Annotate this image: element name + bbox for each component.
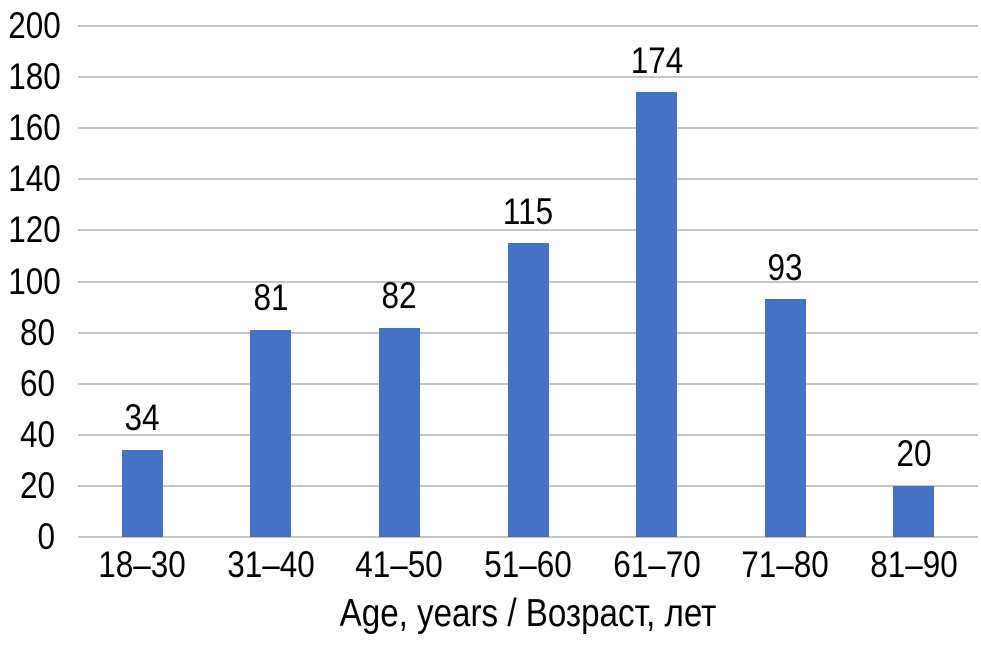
x-tick-label: 81–90 xyxy=(869,544,958,585)
x-tick-label: 51–60 xyxy=(484,544,572,585)
gridline xyxy=(78,536,978,538)
gridline xyxy=(78,127,978,130)
gridline xyxy=(78,178,978,181)
x-axis-title: Age, years / Возраст, лет xyxy=(339,592,717,635)
y-tick-label: 160 xyxy=(8,107,61,149)
plot-area: 34 81 82 115 174 93 20 xyxy=(78,25,978,538)
bar-value-label: 82 xyxy=(381,274,417,316)
bar xyxy=(764,299,806,537)
y-tick-label: 120 xyxy=(8,209,61,251)
bar xyxy=(121,450,163,537)
y-tick-label: 40 xyxy=(20,413,55,455)
x-tick-label: 18–30 xyxy=(98,544,187,585)
bar xyxy=(378,327,420,537)
gridline xyxy=(78,229,978,232)
bar xyxy=(507,243,549,537)
gridline xyxy=(78,76,978,79)
x-axis-labels: 18–30 31–40 41–50 51–60 61–70 71–80 81–90 xyxy=(0,544,981,591)
y-tick-label: 60 xyxy=(20,362,55,404)
bar-value-label: 81 xyxy=(253,277,289,319)
x-tick-label: 71–80 xyxy=(741,544,829,585)
bar-value-label: 174 xyxy=(630,39,683,81)
y-tick-label: 20 xyxy=(20,464,55,506)
bar xyxy=(893,485,935,537)
y-tick-label: 140 xyxy=(8,158,61,200)
bar xyxy=(250,330,292,537)
x-tick-label: 61–70 xyxy=(612,544,701,585)
x-tick-label: 31–40 xyxy=(227,544,315,585)
y-tick-label: 100 xyxy=(8,260,61,302)
bar-value-label: 115 xyxy=(502,190,554,232)
bar-value-label: 93 xyxy=(767,246,803,288)
y-tick-label: 0 xyxy=(37,516,55,557)
y-tick-label: 180 xyxy=(8,56,61,98)
x-tick-label: 41–50 xyxy=(355,544,444,585)
bar-value-label: 20 xyxy=(896,433,932,475)
bar xyxy=(636,92,678,537)
gridline xyxy=(78,25,978,27)
bar-value-label: 34 xyxy=(124,397,160,439)
y-tick-label: 80 xyxy=(20,311,55,353)
y-tick-label: 200 xyxy=(8,5,61,46)
